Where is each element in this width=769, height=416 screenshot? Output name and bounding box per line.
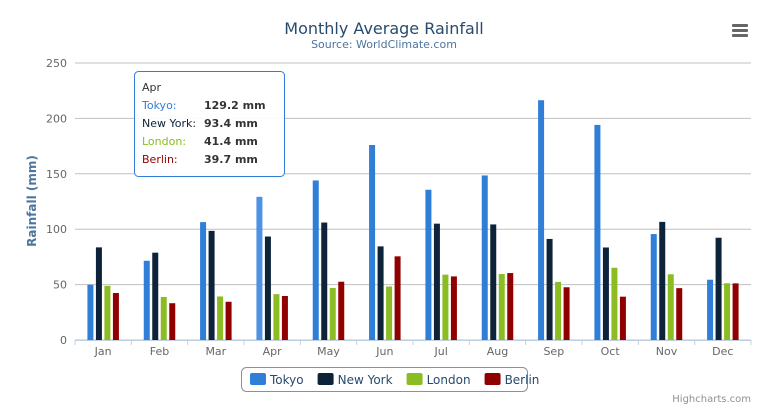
bar-london[interactable] [273, 294, 280, 340]
bar-new-york[interactable] [659, 221, 666, 340]
bar-tokyo[interactable] [369, 144, 376, 340]
x-tick-label: Sep [543, 345, 564, 358]
y-tick-label: 0 [60, 334, 67, 347]
bar-tokyo[interactable] [707, 279, 714, 340]
bar-berlin[interactable] [281, 296, 288, 340]
bar-berlin[interactable] [394, 256, 401, 340]
legend-label: Tokyo [269, 373, 304, 387]
bar-new-york[interactable] [715, 237, 722, 340]
chart-title: Monthly Average Rainfall [284, 19, 483, 38]
bar-new-york[interactable] [264, 236, 271, 340]
bar-new-york[interactable] [546, 238, 553, 340]
x-tick-label: May [317, 345, 340, 358]
y-tick-label: 50 [53, 279, 67, 292]
tooltip: Apr Tokyo: 129.2 mm New York: 93.4 mm London:… [134, 71, 285, 177]
bar-tokyo[interactable] [650, 234, 657, 340]
x-tick-label: Jul [434, 345, 448, 358]
bar-berlin[interactable] [507, 273, 514, 340]
bar-tokyo[interactable] [538, 100, 545, 341]
x-tick-label: Jan [94, 345, 112, 358]
tooltip-value: 39.7 mm [204, 153, 258, 166]
bar-berlin[interactable] [169, 303, 176, 340]
x-tick-label: Mar [205, 345, 226, 358]
bar-london[interactable] [724, 283, 731, 340]
legend-swatch [484, 373, 501, 385]
y-tick-label: 150 [46, 168, 67, 181]
tooltip-category: Apr [142, 81, 162, 94]
y-tick-label: 200 [46, 112, 67, 125]
bar-new-york[interactable] [321, 222, 328, 340]
legend-item[interactable]: Berlin [484, 373, 540, 387]
bar-berlin[interactable] [338, 281, 345, 340]
bar-london[interactable] [555, 281, 562, 340]
bar-berlin[interactable] [619, 296, 626, 340]
bar-berlin[interactable] [225, 301, 232, 340]
tooltip-series-name: New York: [142, 117, 196, 130]
legend-item[interactable]: Tokyo [250, 373, 304, 387]
legend-label: New York [338, 373, 393, 387]
tooltip-value: 129.2 mm [204, 99, 266, 112]
x-tick-label: Nov [656, 345, 678, 358]
bar-london[interactable] [329, 287, 336, 340]
x-tick-label: Aug [487, 345, 508, 358]
x-tick-label: Oct [601, 345, 621, 358]
bar-london[interactable] [386, 286, 393, 340]
bar-berlin[interactable] [676, 288, 683, 340]
bar-berlin[interactable] [732, 283, 739, 340]
y-tick-label: 250 [46, 57, 67, 70]
x-tick-label: Dec [712, 345, 733, 358]
y-axis-title: Rainfall (mm) [25, 155, 39, 247]
bar-london[interactable] [442, 274, 449, 340]
bar-tokyo[interactable] [594, 124, 601, 341]
bar-new-york[interactable] [602, 247, 609, 340]
tooltip-series-name: Berlin: [142, 153, 178, 166]
legend-item[interactable]: London [406, 373, 471, 387]
legend-label: London [427, 373, 471, 387]
x-tick-label: Feb [150, 345, 169, 358]
bar-london[interactable] [611, 267, 618, 340]
bar-berlin[interactable] [450, 276, 457, 340]
bar-tokyo[interactable] [481, 175, 488, 340]
legend-swatch [250, 373, 266, 385]
bar-tokyo[interactable] [200, 222, 207, 340]
chart-subtitle: Source: WorldClimate.com [311, 38, 457, 51]
bar-london[interactable] [498, 273, 505, 340]
bar-tokyo[interactable] [425, 189, 432, 340]
tooltip-series-name: Tokyo: [141, 99, 177, 112]
bar-new-york[interactable] [208, 230, 215, 340]
legend-swatch [317, 373, 334, 385]
bar-new-york[interactable] [95, 247, 102, 340]
bar-london[interactable] [160, 297, 167, 340]
bar-new-york[interactable] [490, 224, 497, 340]
legend-item[interactable]: New York [317, 373, 393, 387]
bar-tokyo[interactable] [256, 196, 263, 340]
legend-label: Berlin [505, 373, 540, 387]
y-tick-label: 100 [46, 223, 67, 236]
legend-swatch [406, 373, 423, 385]
bar-new-york[interactable] [377, 246, 384, 340]
hamburger-menu-icon[interactable] [732, 24, 748, 37]
bar-new-york[interactable] [152, 252, 159, 340]
legend: Tokyo New York London Berlin [241, 367, 540, 392]
tooltip-value: 93.4 mm [204, 117, 258, 130]
bar-berlin[interactable] [112, 293, 119, 340]
x-tick-label: Apr [263, 345, 283, 358]
bar-new-york[interactable] [433, 223, 440, 340]
bar-tokyo[interactable] [143, 260, 150, 340]
bar-london[interactable] [667, 274, 674, 340]
tooltip-value: 41.4 mm [204, 135, 258, 148]
bar-berlin[interactable] [563, 287, 570, 340]
bar-tokyo[interactable] [87, 284, 94, 340]
tooltip-series-name: London: [142, 135, 186, 148]
x-tick-label: Jun [375, 345, 393, 358]
bar-london[interactable] [217, 296, 224, 340]
bar-tokyo[interactable] [312, 180, 319, 340]
credits-link[interactable]: Highcharts.com [672, 394, 751, 405]
bar-london[interactable] [104, 285, 111, 340]
